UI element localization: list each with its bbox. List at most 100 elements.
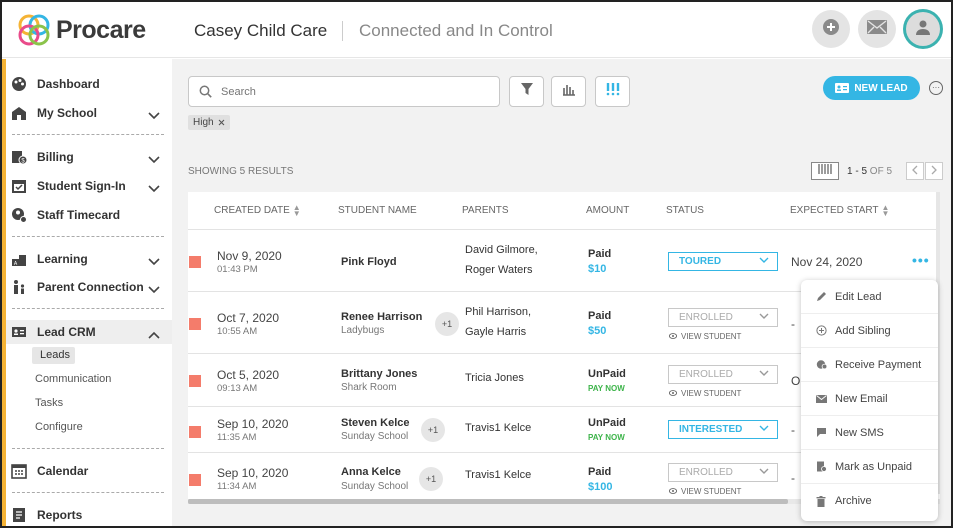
column-header-expected-start[interactable]: EXPECTED START ▲ ▼: [790, 203, 889, 217]
column-header-label: STATUS: [666, 205, 704, 216]
sidebar-item-calendar[interactable]: Calendar: [10, 460, 166, 482]
mail-button[interactable]: [858, 10, 896, 48]
pay-now-link[interactable]: PAY NOW: [588, 433, 625, 442]
results-count: SHOWING 5 RESULTS: [188, 166, 294, 177]
chat-icon: [815, 427, 827, 439]
sibling-count-badge[interactable]: +1: [435, 312, 459, 336]
palette-icon: [10, 75, 28, 93]
menu-item-new-sms[interactable]: New SMS: [801, 416, 938, 450]
search-box[interactable]: [188, 76, 500, 107]
sidebar-item-my-school[interactable]: My School: [10, 102, 166, 124]
column-header-label: CREATED DATE: [214, 205, 290, 217]
view-student-link[interactable]: VIEW STUDENT: [668, 389, 741, 398]
search-input[interactable]: [221, 83, 481, 101]
expected-start: -: [791, 423, 795, 437]
amount: $50: [588, 325, 607, 337]
status-select[interactable]: TOURED: [668, 252, 778, 271]
sidebar-sub-active-highlight: [32, 347, 75, 364]
parent-name: David Gilmore,: [465, 244, 538, 256]
status-select[interactable]: ENROLLED: [668, 308, 778, 327]
more-options-button[interactable]: ···: [929, 81, 943, 95]
row-actions-button[interactable]: •••: [912, 252, 930, 268]
view-student-link[interactable]: VIEW STUDENT: [668, 487, 741, 496]
column-header-label: AMOUNT: [586, 205, 630, 216]
table-row[interactable]: Sep 10, 2020 11:34 AM Anna Kelce Sunday …: [188, 453, 940, 502]
pay-now-link[interactable]: PAY NOW: [588, 384, 625, 393]
filter-button[interactable]: [509, 76, 544, 107]
sidebar-item-lead-crm[interactable]: Lead CRM: [10, 321, 166, 343]
sidebar-subitem-configure[interactable]: Configure: [35, 421, 83, 433]
prev-page-button[interactable]: [906, 162, 924, 180]
menu-item-edit-lead[interactable]: Edit Lead: [801, 280, 938, 314]
menu-item-add-sibling[interactable]: Add Sibling: [801, 314, 938, 348]
sidebar-subitem-tasks[interactable]: Tasks: [35, 397, 64, 409]
sidebar-item-reports[interactable]: Reports: [10, 504, 166, 526]
close-icon[interactable]: [218, 119, 225, 126]
column-settings-button[interactable]: [811, 162, 839, 180]
column-header-amount: AMOUNT: [586, 205, 629, 216]
sidebar-item-label: Reports: [37, 508, 83, 522]
column-header-label: EXPECTED START: [790, 205, 879, 217]
add-button[interactable]: [812, 10, 850, 48]
created-time: 11:34 AM: [217, 481, 257, 492]
table-row[interactable]: Oct 7, 2020 10:55 AM Renee Harrison Lady…: [188, 292, 940, 354]
sidebar-item-billing[interactable]: $ Billing: [10, 146, 166, 168]
sidebar-item-parent-connection[interactable]: Parent Connection: [10, 276, 166, 298]
menu-item-label: Add Sibling: [835, 324, 891, 337]
status-select[interactable]: ENROLLED: [668, 463, 778, 482]
billing-icon: $: [10, 148, 28, 166]
student-name[interactable]: Anna Kelce: [341, 466, 401, 478]
row-actions-menu: Edit Lead Add Sibling Receive Payment Ne…: [801, 280, 938, 521]
payment-icon: [815, 359, 827, 371]
priority-flag: [189, 426, 201, 438]
vertical-scrollbar[interactable]: [936, 192, 940, 494]
sidebar-divider: [12, 236, 164, 237]
expected-start: -: [791, 471, 795, 485]
trash-icon: [815, 495, 827, 507]
sibling-count-badge[interactable]: +1: [419, 467, 443, 491]
new-lead-button[interactable]: NEW LEAD: [823, 76, 920, 100]
student-name[interactable]: Steven Kelce: [341, 417, 410, 429]
status-select[interactable]: INTERESTED: [668, 420, 778, 439]
table-row[interactable]: Oct 5, 2020 09:13 AM Brittany Jones Shar…: [188, 354, 940, 407]
menu-item-mark-as-unpaid[interactable]: Mark as Unpaid: [801, 450, 938, 484]
horizontal-scrollbar-thumb[interactable]: [188, 499, 788, 504]
menu-item-label: Edit Lead: [835, 290, 882, 303]
view-student-link[interactable]: VIEW STUDENT: [668, 332, 741, 341]
sidebar-subitem-leads[interactable]: Leads: [40, 349, 70, 361]
filter-icon: [520, 82, 534, 101]
column-header-created-date[interactable]: CREATED DATE ▲ ▼: [214, 203, 301, 217]
menu-item-label: Archive: [835, 495, 872, 507]
parent-name: Tricia Jones: [465, 372, 524, 384]
user-icon: [915, 19, 931, 40]
menu-item-archive[interactable]: Archive: [801, 484, 938, 518]
student-name[interactable]: Brittany Jones: [341, 368, 418, 380]
parents: Travis1 Kelce: [465, 418, 531, 438]
mail-icon: [815, 393, 827, 405]
sidebar-item-label: Student Sign-In: [37, 179, 126, 193]
new-lead-label: NEW LEAD: [854, 82, 908, 94]
student-name[interactable]: Renee Harrison: [341, 311, 423, 323]
menu-item-receive-payment[interactable]: Receive Payment: [801, 348, 938, 382]
menu-item-new-email[interactable]: New Email: [801, 382, 938, 416]
table-row[interactable]: Sep 10, 2020 11:35 AM Steven Kelce Sunda…: [188, 407, 940, 453]
user-avatar-button[interactable]: [903, 9, 943, 49]
created-date: Oct 7, 2020: [217, 311, 280, 325]
menu-item-label: New Email: [835, 392, 888, 405]
sidebar-item-student-sign-in[interactable]: Student Sign-In: [10, 175, 166, 197]
sidebar-subitem-communication[interactable]: Communication: [35, 373, 112, 385]
column-header-label: PARENTS: [462, 205, 509, 216]
filter-chip[interactable]: High: [188, 115, 230, 130]
table-row[interactable]: Nov 9, 2020 01:43 PM Pink Floyd David Gi…: [188, 230, 940, 292]
sidebar-item-learning[interactable]: A Learning: [10, 248, 166, 270]
chart-view-button[interactable]: [551, 76, 586, 107]
next-page-button[interactable]: [925, 162, 943, 180]
sibling-count-badge[interactable]: +1: [421, 418, 445, 442]
sidebar-item-dashboard[interactable]: Dashboard: [10, 73, 166, 95]
eye-icon: [668, 487, 678, 496]
status-select[interactable]: ENROLLED: [668, 365, 778, 384]
procare-logo[interactable]: Procare: [16, 12, 146, 48]
priority-filter-button[interactable]: [595, 76, 630, 107]
student-name[interactable]: Pink Floyd: [341, 256, 397, 268]
sidebar-item-staff-timecard[interactable]: Staff Timecard: [10, 204, 166, 226]
